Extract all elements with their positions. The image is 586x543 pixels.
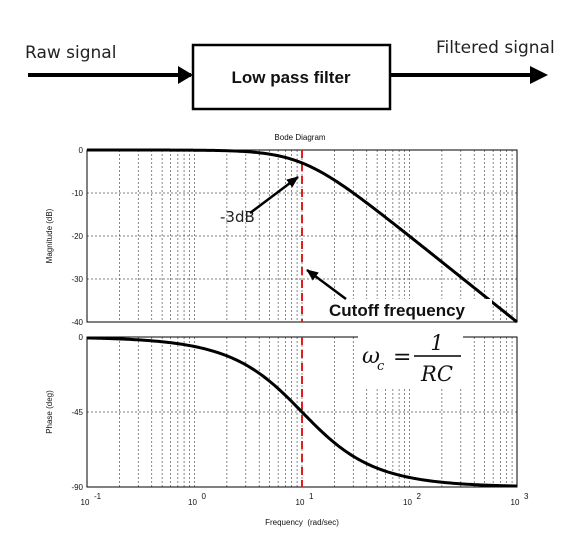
low-pass-filter-label: Low pass filter — [231, 68, 350, 87]
phase-tick-label: 0 — [79, 333, 84, 342]
filtered-signal-label: Filtered signal — [436, 38, 555, 58]
formula-omega: ω — [362, 344, 380, 369]
frequency-tick-label: 10 — [81, 498, 90, 507]
magnitude-tick-label: -30 — [71, 275, 83, 284]
bode-diagram: Bode Diagram 0-10-20-30-40 0-45-90 10-11… — [45, 133, 529, 527]
input-arrow-head — [178, 66, 193, 84]
magnitude-curve — [87, 148, 518, 324]
phase-ylabel: Phase (deg) — [45, 390, 54, 434]
bode-title: Bode Diagram — [274, 133, 325, 142]
formula-subscript: c — [377, 359, 385, 374]
phase-tick-label: -90 — [71, 483, 83, 492]
frequency-tick-exponent: 2 — [417, 492, 422, 501]
frequency-xlabel: Frequency (rad/sec) — [265, 518, 339, 527]
formula-equals: = — [393, 345, 411, 370]
cutoff-formula: ω c = 1 RC — [358, 330, 463, 388]
minus-3db-arrow — [249, 176, 299, 214]
magnitude-tick-label: -10 — [71, 189, 83, 198]
raw-signal-label: Raw signal — [25, 43, 116, 63]
block-diagram: Raw signal Low pass filter Filtered sign… — [25, 38, 555, 111]
cutoff-label-background — [326, 299, 492, 321]
frequency-tick-exponent: 0 — [202, 492, 207, 501]
frequency-tick-label: 10 — [403, 498, 412, 507]
cutoff-arrow — [306, 268, 347, 301]
magnitude-y-ticks: 0 -10 -20 -30 -40 — [71, 146, 83, 327]
frequency-tick-exponent: 1 — [309, 492, 314, 501]
magnitude-tick-label: -20 — [71, 232, 83, 241]
phase-grid — [87, 336, 517, 488]
phase-tick-label: -45 — [71, 408, 83, 417]
output-arrow-head — [530, 66, 548, 84]
frequency-tick-exponent: -1 — [94, 492, 102, 501]
frequency-tick-exponent: 3 — [524, 492, 529, 501]
magnitude-tick-label: 0 — [79, 146, 84, 155]
formula-background — [358, 330, 463, 388]
formula-numerator: 1 — [430, 331, 443, 355]
frequency-x-ticks: 10 -1 10 0 10 1 10 2 10 3 — [81, 492, 529, 507]
minus-3db-label: -3dB — [220, 208, 255, 226]
cutoff-frequency-label: Cutoff frequency — [329, 301, 466, 320]
formula-denominator: RC — [420, 362, 453, 386]
magnitude-grid — [87, 149, 517, 323]
frequency-tick-label: 10 — [296, 498, 305, 507]
phase-y-ticks: 0 -45 -90 — [71, 333, 83, 492]
phase-curve — [86, 336, 518, 488]
magnitude-tick-label: -40 — [71, 318, 83, 327]
frequency-tick-label: 10 — [188, 498, 197, 507]
frequency-tick-label: 10 — [511, 498, 520, 507]
magnitude-ylabel: Magnitude (dB) — [45, 208, 54, 263]
